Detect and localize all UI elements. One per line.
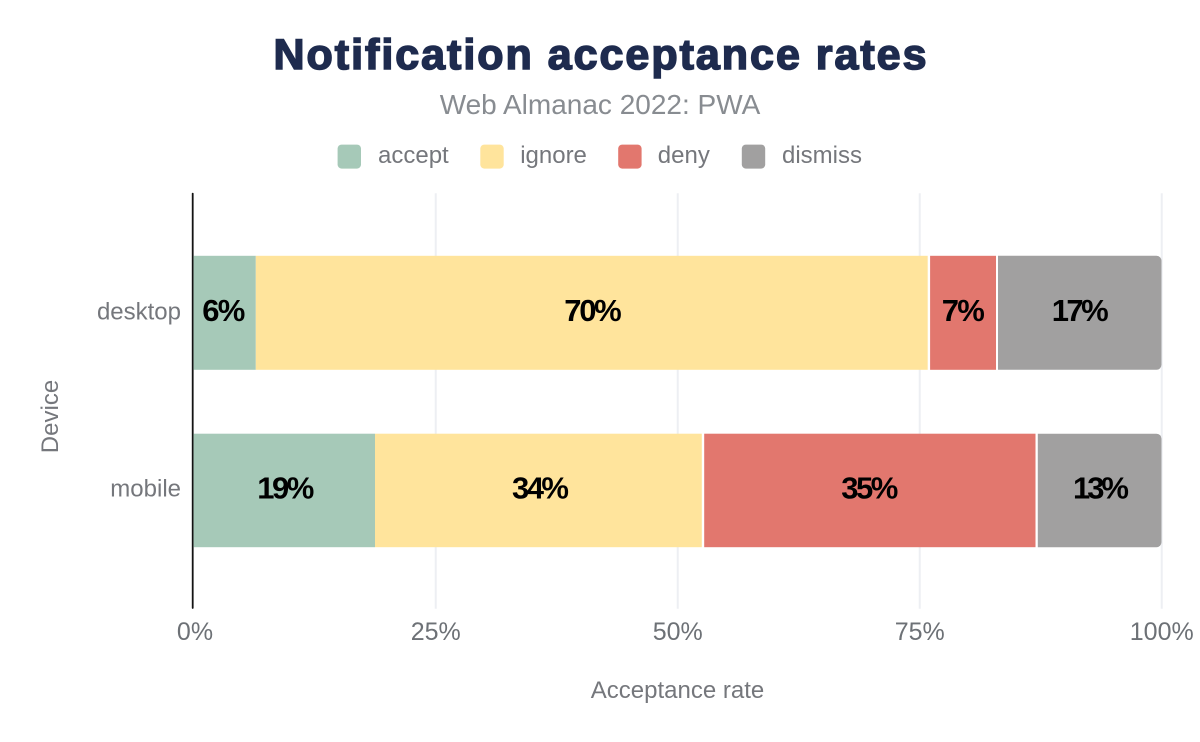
svg-text:50%: 50% (653, 618, 703, 646)
svg-text:Device: Device (37, 380, 64, 453)
svg-text:deny: deny (658, 142, 710, 169)
svg-text:ignore: ignore (520, 142, 587, 169)
svg-text:mobile: mobile (110, 476, 181, 503)
svg-text:75%: 75% (895, 618, 945, 646)
svg-text:70%: 70% (564, 293, 622, 328)
svg-text:6%: 6% (202, 293, 245, 328)
svg-text:35%: 35% (841, 471, 898, 506)
svg-text:7%: 7% (942, 293, 985, 328)
svg-text:accept: accept (378, 142, 449, 169)
svg-text:13%: 13% (1073, 471, 1129, 506)
svg-text:34%: 34% (512, 471, 569, 506)
svg-text:Acceptance rate: Acceptance rate (591, 677, 764, 704)
svg-text:19%: 19% (257, 471, 314, 506)
svg-text:desktop: desktop (97, 299, 181, 326)
svg-text:Notification acceptance rates: Notification acceptance rates (274, 31, 927, 79)
svg-text:25%: 25% (411, 618, 461, 646)
svg-text:0%: 0% (177, 618, 213, 646)
svg-text:dismiss: dismiss (782, 142, 862, 169)
svg-text:17%: 17% (1052, 293, 1109, 328)
svg-text:100%: 100% (1130, 618, 1194, 646)
svg-text:Web Almanac 2022: PWA: Web Almanac 2022: PWA (440, 89, 761, 120)
